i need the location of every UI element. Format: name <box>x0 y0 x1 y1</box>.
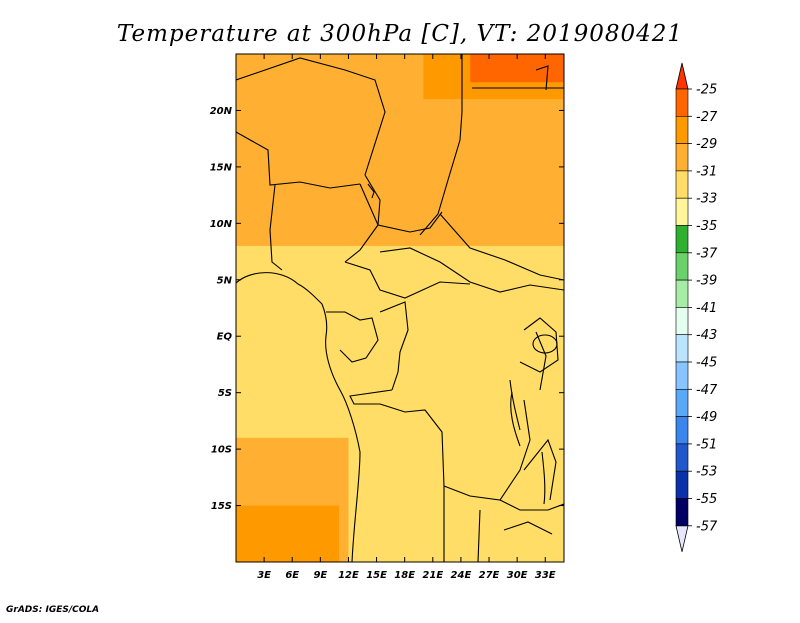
colorbar-top-arrow <box>675 62 689 90</box>
lon-tick-label: 21E <box>422 570 443 581</box>
lat-tick-label: 10S <box>211 445 232 456</box>
colorbar-label: -25 <box>696 83 717 98</box>
colorbar: -25 -27 -29 -31 -33 -35 -37 -39 -41 -43 -45 -47 -49 -… <box>675 62 718 552</box>
temperature-band <box>236 505 340 562</box>
colorbar-swatch <box>675 388 689 417</box>
colorbar-swatch <box>675 498 689 527</box>
colorbar-label: -53 <box>696 465 717 480</box>
lake-tanganyika <box>509 379 521 431</box>
colorbar-label: -57 <box>696 519 718 534</box>
lake-malawi <box>541 451 546 505</box>
colorbar-swatch <box>675 197 689 226</box>
colorbar-label: -51 <box>696 437 717 452</box>
colorbar-label: -33 <box>696 192 717 207</box>
coastline <box>236 272 361 562</box>
plot-frame <box>235 53 565 563</box>
lon-tick-label: 27E <box>479 570 500 581</box>
lon-tick-label: 3E <box>257 570 271 581</box>
lon-tick-label: 15E <box>366 570 387 581</box>
lon-tick-label: 9E <box>313 570 327 581</box>
colorbar-label: -37 <box>696 246 718 261</box>
lon-tick-label: 30E <box>507 570 528 581</box>
colorbar-swatch <box>675 279 689 308</box>
lat-tick-label: EQ <box>217 332 233 343</box>
lake-chad <box>367 183 375 199</box>
colorbar-label: -55 <box>696 492 717 507</box>
colorbar-swatch <box>675 143 689 172</box>
colorbar-label: -27 <box>696 110 718 125</box>
lat-tick-label: 15S <box>211 501 232 512</box>
grads-credit: GrADS: IGES/COLA <box>6 605 99 615</box>
colorbar-label: -35 <box>696 219 717 234</box>
colorbar-label: -31 <box>696 164 717 179</box>
colorbar-label: -43 <box>696 328 717 343</box>
colorbar-swatch <box>675 307 689 335</box>
lon-tick-label: 12E <box>338 570 359 581</box>
map-title: Temperature at 300hPa [C], VT: 201908042… <box>117 21 683 47</box>
colorbar-label: -29 <box>696 137 717 152</box>
latitude-axis: 20N 15N 10N 5N EQ 5S 10S 15S <box>210 106 564 512</box>
lat-tick-label: 5S <box>218 388 232 399</box>
colorbar-label: -49 <box>696 410 717 425</box>
lon-tick-label: 33E <box>535 570 556 581</box>
colorbar-label: -39 <box>696 274 717 289</box>
longitude-axis: 3E 6E 9E 12E 15E 18E 21E 24E 27E 30E 33E <box>257 54 556 581</box>
lon-tick-label: 18E <box>394 570 415 581</box>
lat-tick-label: 10N <box>210 219 233 230</box>
colorbar-bottom-arrow <box>675 525 689 552</box>
colorbar-label: -45 <box>696 356 717 371</box>
colorbar-label: -47 <box>696 383 718 398</box>
lon-tick-label: 24E <box>451 570 472 581</box>
colorbar-swatch <box>675 88 689 117</box>
colorbar-swatch <box>675 416 689 445</box>
lon-tick-label: 6E <box>285 570 299 581</box>
colorbar-swatch <box>675 443 689 472</box>
country-boundaries <box>236 54 564 562</box>
colorbar-swatch <box>675 361 689 390</box>
colorbar-swatch <box>675 116 689 144</box>
lake-victoria <box>532 334 558 354</box>
lat-tick-label: 5N <box>217 275 233 286</box>
lat-tick-label: 15N <box>210 162 233 173</box>
temperature-shading <box>236 54 564 562</box>
colorbar-swatch <box>675 225 689 254</box>
colorbar-label: -41 <box>696 301 717 316</box>
colorbar-swatch <box>675 252 689 281</box>
colorbar-swatch <box>675 470 689 499</box>
lat-tick-label: 20N <box>210 106 233 117</box>
colorbar-swatch <box>675 334 689 363</box>
colorbar-swatch <box>675 170 689 199</box>
